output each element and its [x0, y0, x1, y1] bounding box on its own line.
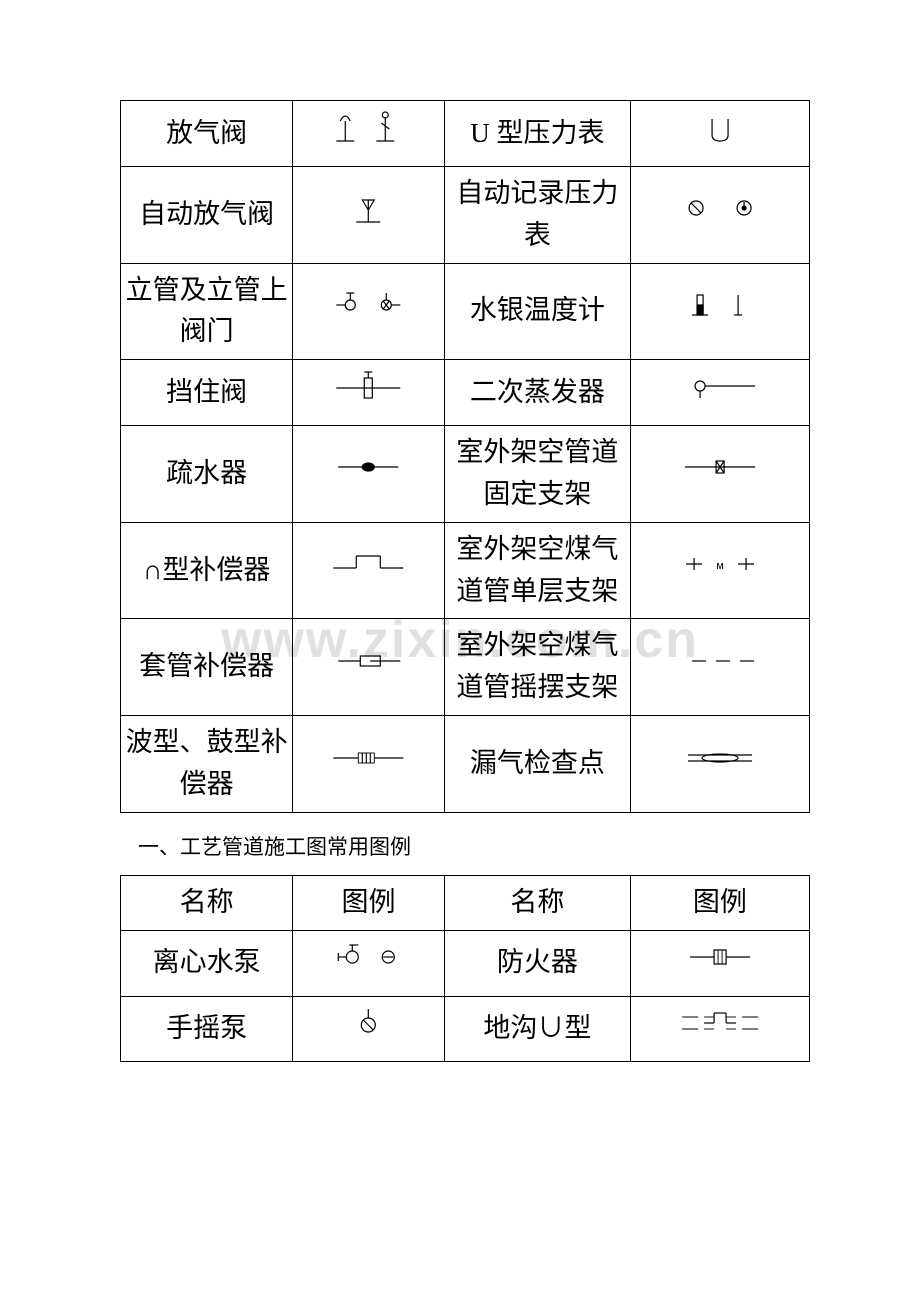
- name-cell: 手摇泵: [121, 996, 293, 1062]
- name-cell: 挡住阀: [121, 360, 293, 426]
- centrifugal-pump-icon: [297, 937, 440, 977]
- symbol-cell: [293, 360, 445, 426]
- symbol-cell: [293, 166, 445, 263]
- u-gauge-icon: [635, 107, 805, 147]
- symbol-cell: [630, 996, 809, 1062]
- sleeve-compensator-icon: [297, 641, 440, 681]
- table-row: 挡住阀 二次蒸发器: [121, 360, 810, 426]
- recording-gauge-icon: [635, 188, 805, 228]
- table-row: 放气阀: [121, 101, 810, 167]
- symbol-cell: [630, 426, 809, 523]
- table-row: 离心水泵: [121, 930, 810, 996]
- table-row: ∩型补偿器 室外架空煤气道管单层支架: [121, 522, 810, 619]
- header-cell: 名称: [121, 875, 293, 930]
- header-cell: 图例: [630, 875, 809, 930]
- swing-support-icon: [635, 641, 805, 681]
- name-cell: 防火器: [444, 930, 630, 996]
- symbol-cell: [630, 263, 809, 360]
- symbol-cell: [293, 101, 445, 167]
- leak-check-icon: [635, 738, 805, 778]
- single-support-icon: м: [635, 544, 805, 584]
- symbol-cell: [293, 426, 445, 523]
- name-cell: U 型压力表: [444, 101, 630, 167]
- air-release-valve-icon: [297, 107, 440, 147]
- name-cell: 水银温度计: [444, 263, 630, 360]
- symbol-cell: [293, 522, 445, 619]
- table-row: 疏水器 室外架空管道固定支架: [121, 426, 810, 523]
- symbol-cell: [630, 166, 809, 263]
- mercury-thermometer-icon: [635, 285, 805, 325]
- name-cell: 立管及立管上阀门: [121, 263, 293, 360]
- name-cell: 放气阀: [121, 101, 293, 167]
- name-cell: ∩型补偿器: [121, 522, 293, 619]
- name-cell: 室外架空煤气道管摇摆支架: [444, 619, 630, 716]
- symbol-cell: [630, 101, 809, 167]
- name-cell: 套管补偿器: [121, 619, 293, 716]
- symbols-table-2: 名称 图例 名称 图例 离心水泵: [120, 875, 810, 1063]
- symbol-cell: м: [630, 522, 809, 619]
- name-cell: 漏气检查点: [444, 716, 630, 813]
- symbol-cell: [293, 996, 445, 1062]
- symbol-cell: [630, 619, 809, 716]
- svg-text:м: м: [716, 560, 724, 572]
- symbol-cell: [293, 716, 445, 813]
- symbol-cell: [630, 716, 809, 813]
- table-row: 手摇泵 地沟∪型: [121, 996, 810, 1062]
- u-compensator-icon: [297, 544, 440, 584]
- flash-tank-icon: [635, 366, 805, 406]
- section-caption: 一、工艺管道施工图常用图例: [138, 831, 810, 861]
- hand-pump-icon: [297, 1003, 440, 1043]
- name-cell: 地沟∪型: [444, 996, 630, 1062]
- symbol-cell: [293, 263, 445, 360]
- symbols-table-1: 放气阀: [120, 100, 810, 813]
- name-cell: 室外架空煤气道管单层支架: [444, 522, 630, 619]
- bellows-compensator-icon: [297, 738, 440, 778]
- trench-u-icon: [635, 1003, 805, 1043]
- header-cell: 图例: [293, 875, 445, 930]
- name-cell: 自动放气阀: [121, 166, 293, 263]
- table-row: 立管及立管上阀门: [121, 263, 810, 360]
- name-cell: 二次蒸发器: [444, 360, 630, 426]
- name-cell: 疏水器: [121, 426, 293, 523]
- symbol-cell: [293, 619, 445, 716]
- name-cell: 室外架空管道固定支架: [444, 426, 630, 523]
- header-cell: 名称: [444, 875, 630, 930]
- table-row: 套管补偿器 室外架空煤气道管摇摆支架: [121, 619, 810, 716]
- auto-air-release-icon: [297, 188, 440, 228]
- table-row: 波型、鼓型补偿器 漏气检查点: [121, 716, 810, 813]
- name-cell: 波型、鼓型补偿器: [121, 716, 293, 813]
- steam-trap-icon: [297, 447, 440, 487]
- table-row: 自动放气阀 自动记录压力表: [121, 166, 810, 263]
- page-content: 放气阀: [0, 0, 920, 1062]
- fixed-support-icon: [635, 447, 805, 487]
- stop-valve-icon: [297, 366, 440, 406]
- symbol-cell: [630, 360, 809, 426]
- name-cell: 自动记录压力表: [444, 166, 630, 263]
- symbol-cell: [630, 930, 809, 996]
- symbol-cell: [293, 930, 445, 996]
- fire-arrester-icon: [635, 937, 805, 977]
- table-header-row: 名称 图例 名称 图例: [121, 875, 810, 930]
- riser-valve-icon: [297, 285, 440, 325]
- name-cell: 离心水泵: [121, 930, 293, 996]
